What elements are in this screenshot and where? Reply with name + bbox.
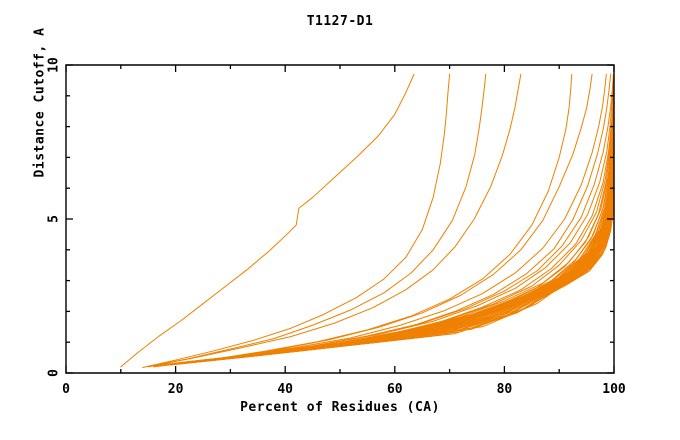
- data-curve: [147, 73, 487, 368]
- data-curve: [251, 71, 615, 356]
- y-tick-label: 5: [47, 215, 62, 223]
- data-curves-group: [120, 70, 615, 368]
- data-curve: [295, 70, 615, 351]
- data-curve: [153, 73, 593, 367]
- data-curve: [246, 72, 615, 356]
- data-curve: [202, 73, 615, 362]
- data-curve: [120, 73, 415, 368]
- data-curve: [207, 73, 615, 362]
- data-curve: [235, 72, 615, 359]
- data-curve: [257, 72, 615, 356]
- data-curve: [246, 72, 615, 357]
- x-tick-label: 100: [602, 382, 626, 397]
- data-curve: [273, 71, 615, 353]
- axes-group: [65, 64, 615, 374]
- chart-title: T1127-D1: [306, 14, 374, 29]
- data-curve: [142, 73, 451, 368]
- data-curve: [257, 71, 615, 355]
- y-tick-label: 10: [47, 57, 62, 73]
- data-curve: [153, 73, 573, 368]
- data-curve: [229, 72, 615, 359]
- y-tick-label: 0: [47, 369, 62, 377]
- data-curve: [147, 73, 522, 367]
- data-curve: [218, 72, 615, 360]
- data-curve: [229, 72, 615, 358]
- tick-labels-group: 0 20 40 60 80 100 0 5 10: [47, 57, 626, 397]
- x-tick-label: 60: [387, 382, 403, 397]
- data-curve: [164, 73, 615, 365]
- data-curve: [268, 71, 615, 354]
- plot-frame: [65, 64, 615, 374]
- data-curve: [224, 72, 615, 359]
- data-curve: [175, 72, 615, 364]
- data-curve: [235, 72, 615, 357]
- data-curve: [158, 73, 607, 366]
- data-curve: [218, 72, 615, 359]
- data-curve: [224, 72, 615, 360]
- data-curve: [186, 72, 615, 363]
- x-tick-label: 80: [497, 382, 513, 397]
- x-axis-label: Percent of Residues (CA): [240, 400, 440, 415]
- data-curve: [213, 72, 615, 361]
- data-curve: [262, 71, 615, 354]
- x-tick-label: 40: [277, 382, 293, 397]
- data-curve: [180, 72, 615, 364]
- x-tick-label: 20: [168, 382, 184, 397]
- x-tick-label: 0: [62, 382, 70, 397]
- data-curve: [251, 72, 615, 357]
- data-curve: [164, 73, 614, 366]
